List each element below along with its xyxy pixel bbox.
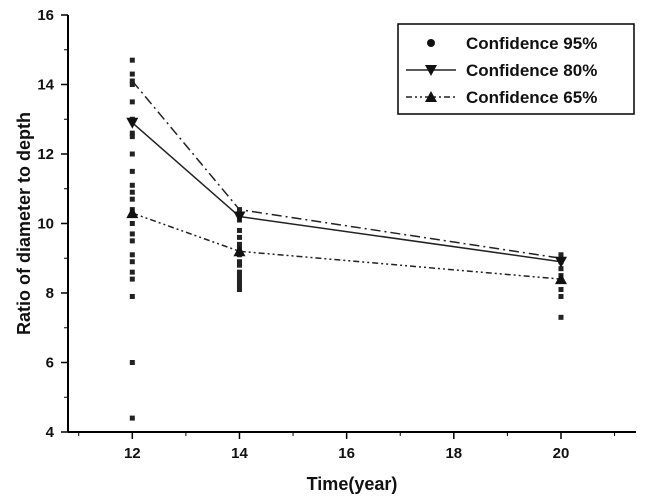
legend-label: Confidence 65% [466,88,597,107]
data-point [558,287,564,293]
data-point [129,276,135,282]
series-line [131,122,562,263]
data-point [129,57,135,63]
series-marker [233,211,246,223]
data-point [129,238,135,244]
data-point [129,196,135,202]
data-point [129,415,135,421]
legend: Confidence 95% Confidence 80% Confidence 6… [397,23,635,115]
y-tick-label: 16 [37,7,54,24]
y-tick-label: 12 [37,146,54,163]
x-tick-label: 16 [338,445,355,462]
data-point [236,283,242,289]
y-tick-label: 14 [37,77,54,94]
x-tick-label: 12 [124,445,141,462]
data-point [129,71,135,77]
data-point [129,360,135,365]
data-point [129,151,135,157]
data-point [129,82,135,87]
data-point [129,269,135,275]
legend-label: Confidence 80% [466,61,597,80]
series-marker [427,39,435,47]
y-axis-title: Ratio of diameter to depth [14,112,34,335]
data-point [129,259,135,265]
series-line [131,80,562,259]
legend-box [397,23,635,115]
data-point [236,241,242,247]
data-point [558,293,564,299]
data-point [236,276,242,282]
data-point [129,130,135,136]
data-point [129,252,135,258]
data-point [558,252,564,258]
x-tick-label: 14 [231,445,248,462]
y-tick-label: 4 [46,424,55,441]
series-marker [554,256,567,268]
legend-label: Confidence 95% [466,34,597,53]
y-tick-label: 6 [46,355,54,372]
data-point [129,99,135,105]
series-line [132,212,562,280]
data-point [129,221,135,226]
series-lines [126,80,567,285]
y-tick-label: 8 [46,285,54,302]
data-point [236,234,242,240]
data-point [129,134,135,140]
data-point [558,314,564,320]
y-tick-label: 10 [37,216,54,233]
data-point [129,293,135,299]
series-marker [233,245,246,257]
x-tick-label: 20 [553,445,570,462]
series-marker [425,91,437,102]
data-point [236,273,242,279]
data-point [236,262,242,268]
data-point [558,266,564,272]
data-point [129,168,135,174]
series-marker [425,65,437,76]
data-point [129,189,135,195]
axes: 12 14 16 18 20 4 6 8 10 12 14 16 [37,7,636,462]
data-point [129,182,135,188]
data-point [236,287,242,293]
x-tick-label: 18 [445,445,462,462]
series-marker [554,273,567,285]
x-axis-title: Time(year) [307,474,398,494]
data-point [236,259,242,265]
data-point [236,269,242,275]
series-marker [126,117,139,129]
data-point [236,227,242,233]
data-point [236,280,242,286]
data-point [129,231,135,237]
series-marker [126,207,139,219]
